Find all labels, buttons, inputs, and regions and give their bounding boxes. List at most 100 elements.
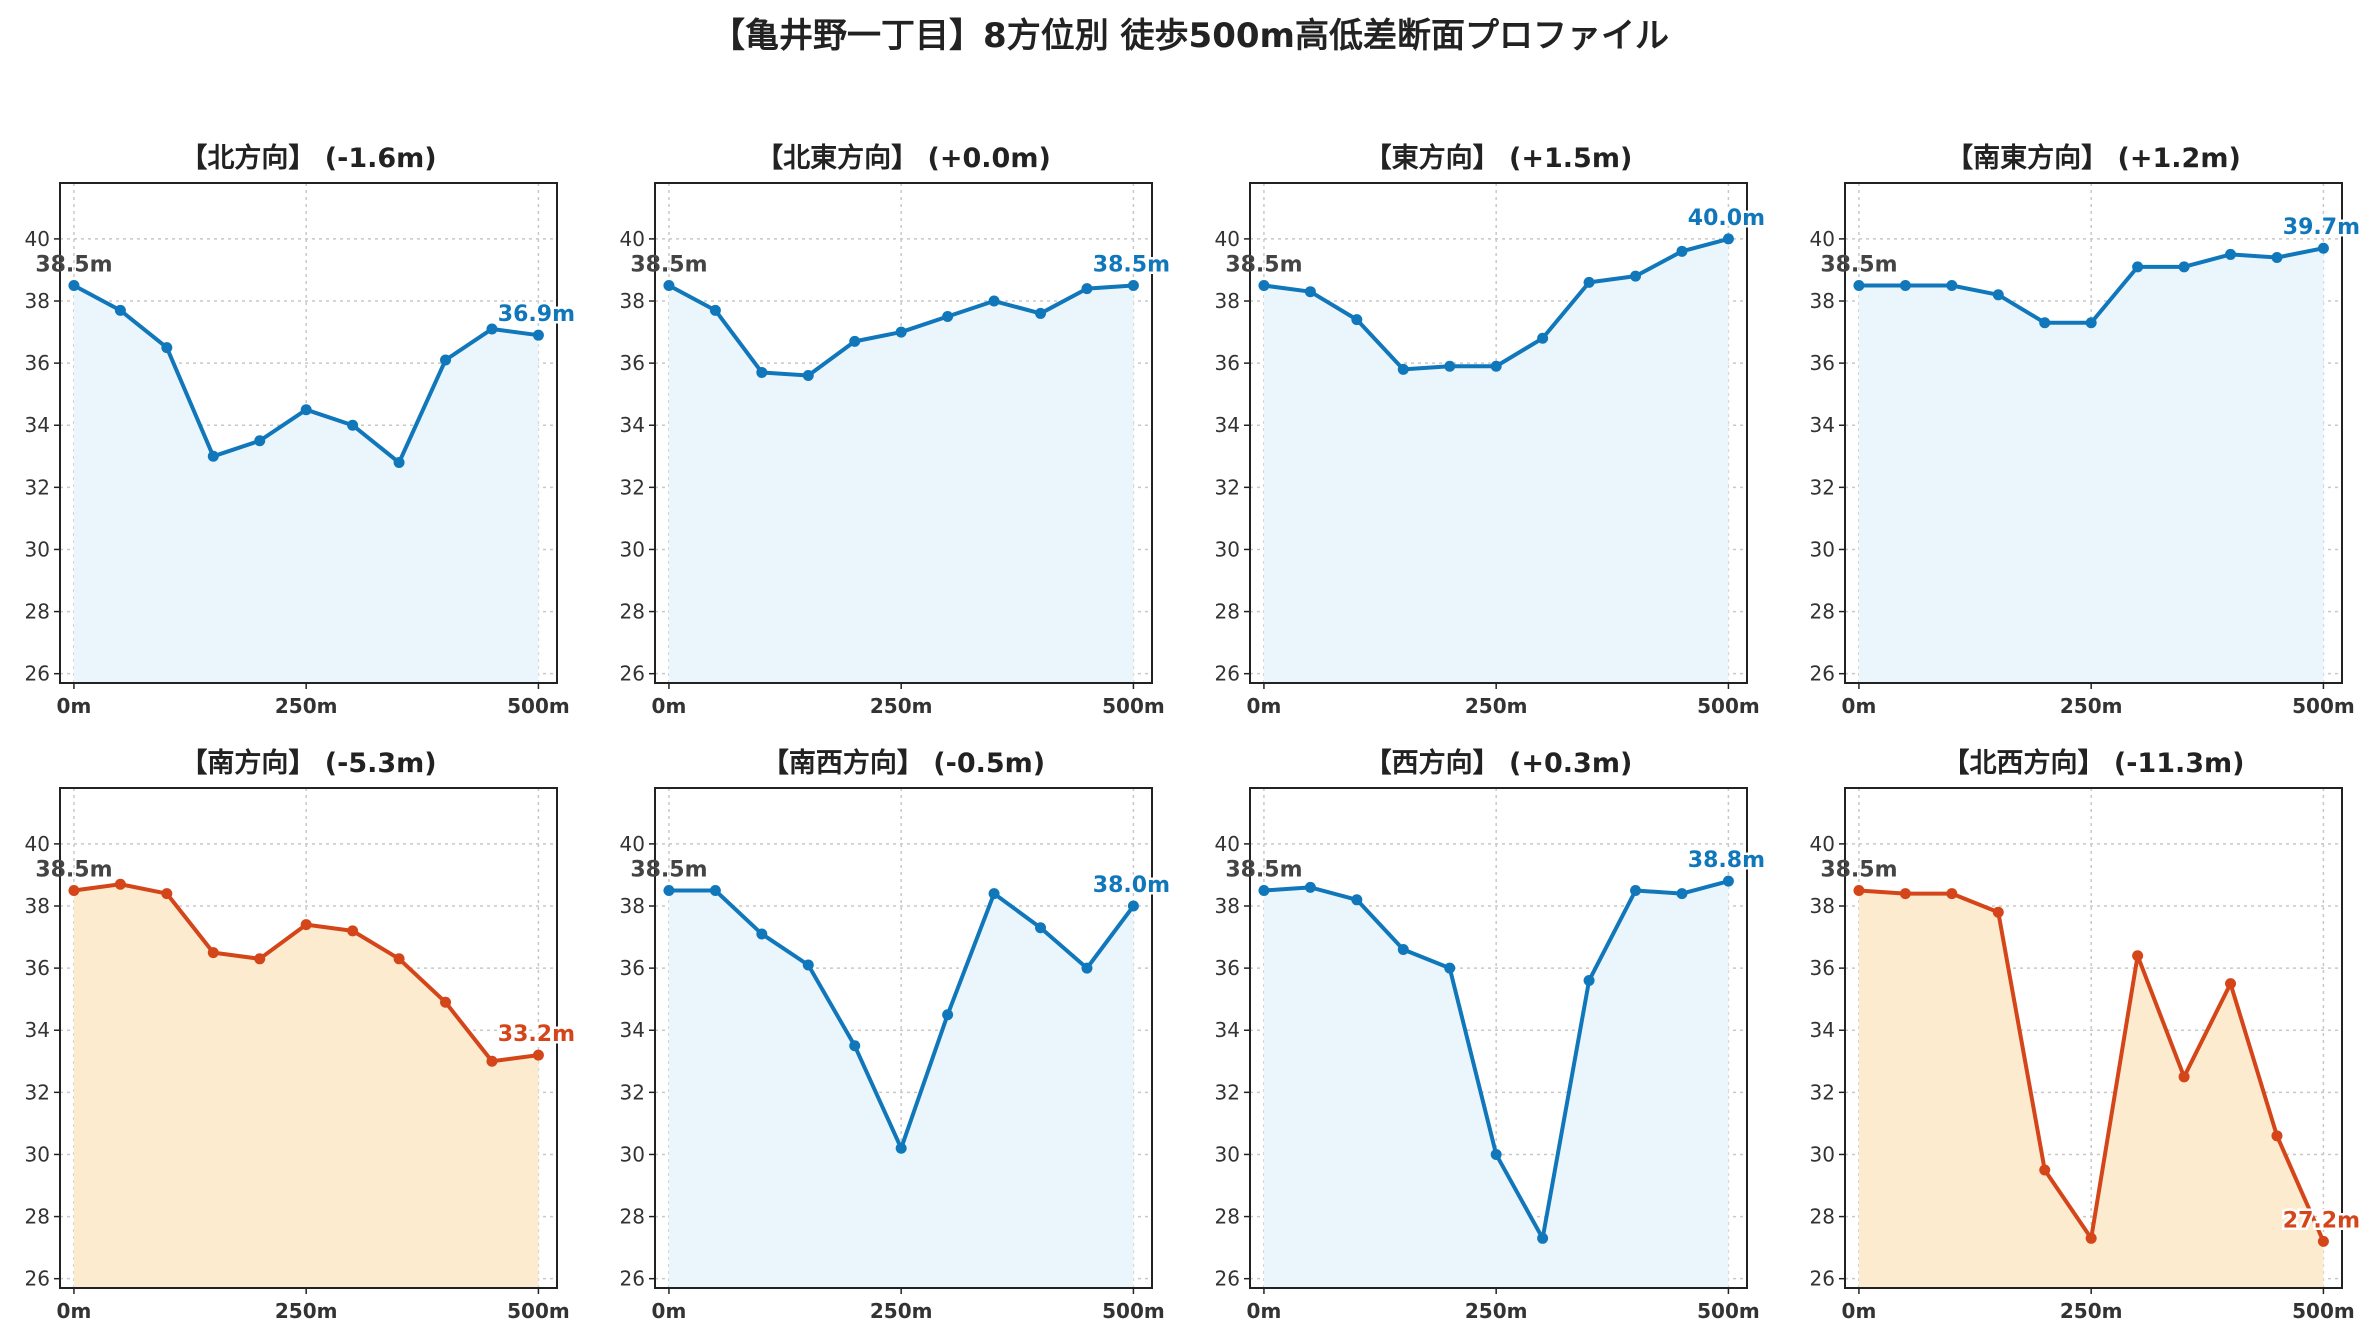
subplot-5-point-8 <box>440 996 452 1008</box>
subplot-7-point-5 <box>1490 1148 1502 1160</box>
subplot-1-ytick-label-7: 40 <box>25 227 50 251</box>
subplot-8: 【北西方向】 (-11.3m) 26 28 30 32 34 36 38 40 0m 250m 500… <box>1810 747 2363 1323</box>
subplot-1-area-fill <box>73 285 539 683</box>
subplot-7-xtick-label-1: 250m <box>1465 1299 1528 1323</box>
subplot-1-point-7 <box>393 457 405 469</box>
subplot-1-start-label: 38.5m <box>35 252 112 277</box>
subplot-7-ytick-label-0: 26 <box>1215 1267 1240 1291</box>
subplot-4-point-10 <box>2317 242 2329 254</box>
subplot-5-ytick-label-0: 26 <box>25 1267 50 1291</box>
subplot-7-point-1 <box>1304 881 1316 893</box>
subplot-1-point-1 <box>114 304 126 316</box>
subplot-4-point-7 <box>2178 261 2190 273</box>
subplot-7-title: 【西方向】 (+0.3m) <box>1365 747 1633 779</box>
subplot-3-point-10 <box>1722 233 1734 245</box>
subplot-5-point-3 <box>207 947 219 959</box>
subplot-2-point-2 <box>756 366 768 378</box>
subplot-7-end-label: 38.8m <box>1688 848 1765 873</box>
subplot-2-area-fill <box>668 285 1134 683</box>
subplot-8-point-8 <box>2225 978 2237 990</box>
subplot-1-xtick-label-0: 0m <box>57 694 92 718</box>
subplot-6-ytick-label-0: 26 <box>620 1267 645 1291</box>
subplot-1-ytick-label-4: 34 <box>25 413 50 437</box>
subplot-4-ytick-label-3: 32 <box>1810 475 1835 499</box>
subplot-4-ytick-label-1: 28 <box>1810 600 1835 624</box>
subplot-4-xtick-label-2: 500m <box>2292 694 2355 718</box>
subplot-6-ytick-label-2: 30 <box>620 1142 645 1166</box>
subplot-4-end-label: 39.7m <box>2283 215 2360 240</box>
subplot-5-point-6 <box>347 925 359 937</box>
subplot-4-title: 【南東方向】 (+1.2m) <box>1946 142 2241 174</box>
subplot-6-title: 【南西方向】 (-0.5m) <box>762 747 1045 779</box>
subplot-6-point-2 <box>756 928 768 940</box>
subplot-6-ytick-label-3: 32 <box>620 1080 645 1104</box>
subplot-1-point-10 <box>532 329 544 341</box>
subplot-8-ytick-label-1: 28 <box>1810 1205 1835 1229</box>
subplot-4-axes-frame <box>1844 182 2343 684</box>
subplot-8-ytick-label-2: 30 <box>1810 1142 1835 1166</box>
subplot-3: 【東方向】 (+1.5m) 26 28 30 32 34 36 38 40 0m 250m 500m 3… <box>1215 142 1768 718</box>
subplot-4-point-8 <box>2225 248 2237 260</box>
subplot-8-title: 【北西方向】 (-11.3m) <box>1942 747 2244 779</box>
subplot-2-start-label: 38.5m <box>630 252 707 277</box>
subplot-1-title: 【北方向】 (-1.6m) <box>180 142 436 174</box>
subplot-5-point-1 <box>114 878 126 890</box>
subplot-5-end-label: 33.2m <box>498 1022 575 1047</box>
subplot-1-ytick-label-2: 30 <box>25 537 50 561</box>
subplot-7-axes-frame <box>1249 787 1748 1289</box>
subplot-4-point-4 <box>2039 317 2051 329</box>
subplot-8-point-0 <box>1853 884 1865 896</box>
subplot-8-xtick-label-0: 0m <box>1842 1299 1877 1323</box>
subplot-4-point-0 <box>1853 279 1865 291</box>
subplot-2: 【北東方向】 (+0.0m) 26 28 30 32 34 36 38 40 0m 250m 500m… <box>620 142 1173 718</box>
subplot-7-xtick-label-2: 500m <box>1697 1299 1760 1323</box>
subplot-1: 【北方向】 (-1.6m) 26 28 30 32 34 36 38 40 0m 250m 500m 3… <box>25 142 578 718</box>
subplot-2-point-8 <box>1035 307 1047 319</box>
subplot-8-end-label: 27.2m <box>2283 1208 2360 1233</box>
subplot-6-point-1 <box>709 884 721 896</box>
subplot-1-point-0 <box>68 279 80 291</box>
subplot-6-area-fill <box>668 890 1134 1288</box>
subplot-3-end-label: 40.0m <box>1688 206 1765 231</box>
subplot-3-start-label: 38.5m <box>1225 252 1302 277</box>
subplot-6-point-8 <box>1035 922 1047 934</box>
subplot-2-point-0 <box>663 279 675 291</box>
subplot-6-start-label: 38.5m <box>630 857 707 882</box>
subplot-4-ytick-label-2: 30 <box>1810 537 1835 561</box>
subplot-5-area-fill <box>73 884 539 1288</box>
subplot-8-ytick-label-7: 40 <box>1810 832 1835 856</box>
subplot-3-point-0 <box>1258 279 1270 291</box>
subplot-6-point-6 <box>942 1009 954 1021</box>
subplot-7-ytick-label-7: 40 <box>1215 832 1240 856</box>
subplot-6-xtick-label-1: 250m <box>870 1299 933 1323</box>
subplot-5-point-4 <box>254 953 266 965</box>
subplot-2-point-1 <box>709 304 721 316</box>
subplot-1-point-6 <box>347 419 359 431</box>
subplot-5-point-9 <box>486 1055 498 1067</box>
subplot-3-ytick-label-4: 34 <box>1215 413 1240 437</box>
subplot-4-point-3 <box>1992 289 2004 301</box>
subplot-1-ytick-label-3: 32 <box>25 475 50 499</box>
subplot-7-ytick-label-3: 32 <box>1215 1080 1240 1104</box>
subplot-2-ytick-label-6: 38 <box>620 289 645 313</box>
subplot-2-ytick-label-3: 32 <box>620 475 645 499</box>
subplot-6-point-0 <box>663 884 675 896</box>
subplot-4-ytick-label-4: 34 <box>1810 413 1835 437</box>
subplot-1-point-2 <box>161 342 173 354</box>
subplot-3-ytick-label-3: 32 <box>1215 475 1240 499</box>
subplot-7-ytick-label-6: 38 <box>1215 894 1240 918</box>
subplot-5-xtick-label-0: 0m <box>57 1299 92 1323</box>
subplot-5-ytick-label-2: 30 <box>25 1142 50 1166</box>
subplot-1-ytick-label-6: 38 <box>25 289 50 313</box>
subplot-3-xtick-label-2: 500m <box>1697 694 1760 718</box>
subplot-3-axes-frame <box>1249 182 1748 684</box>
subplot-6-point-7 <box>988 888 1000 900</box>
subplot-4-xtick-label-1: 250m <box>2060 694 2123 718</box>
subplot-4-start-label: 38.5m <box>1820 252 1897 277</box>
subplot-5-point-2 <box>161 888 173 900</box>
subplot-8-point-10 <box>2317 1235 2329 1247</box>
subplot-3-xtick-label-1: 250m <box>1465 694 1528 718</box>
subplot-8-point-3 <box>1992 906 2004 918</box>
subplot-8-area-fill <box>1858 890 2324 1288</box>
subplot-1-ytick-label-1: 28 <box>25 600 50 624</box>
